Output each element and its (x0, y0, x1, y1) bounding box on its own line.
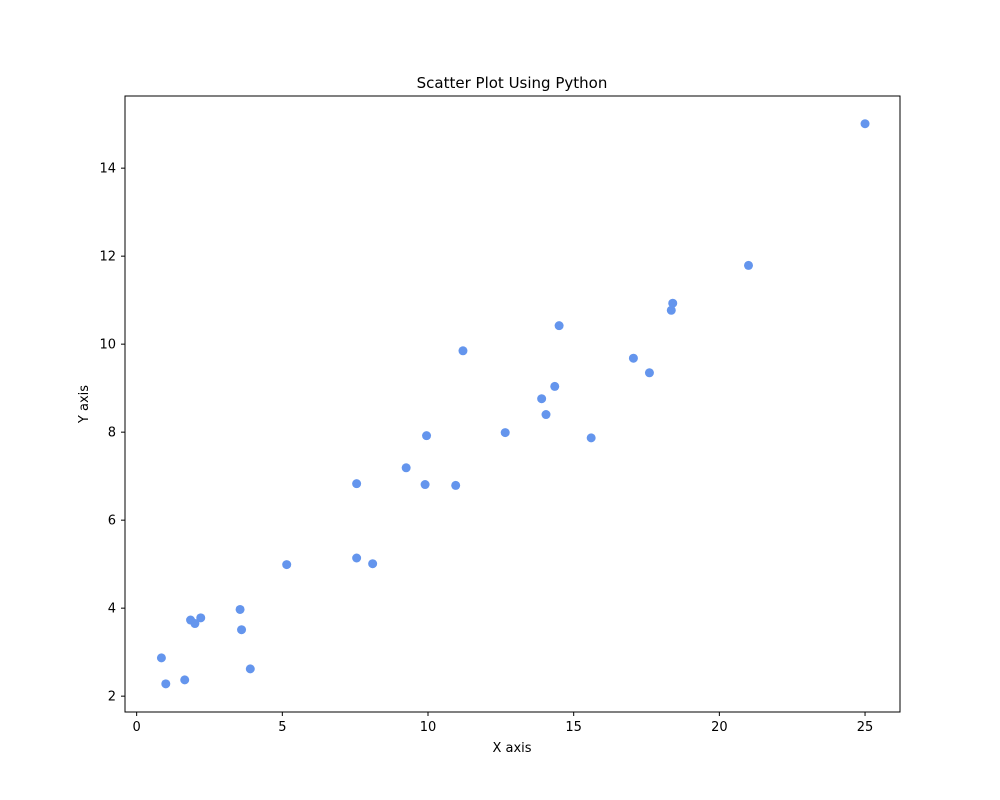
scatter-point-9 (282, 560, 292, 570)
scatter-point-22 (554, 321, 564, 331)
scatter-point-11 (352, 479, 362, 489)
scatter-point-2 (180, 675, 190, 685)
scatter-point-20 (541, 410, 551, 420)
x-tick-label: 5 (278, 720, 286, 735)
scatter-point-19 (537, 394, 547, 404)
scatter-point-1 (161, 679, 171, 689)
scatter-point-8 (245, 664, 255, 674)
y-tick-label: 8 (108, 426, 116, 441)
y-tick-label: 6 (108, 514, 116, 529)
points-layer (156, 119, 870, 689)
scatter-point-28 (744, 260, 753, 270)
scatter-point-21 (550, 381, 560, 391)
scatter-point-25 (644, 368, 654, 378)
y-tick-label: 14 (99, 162, 116, 177)
scatter-point-14 (420, 480, 430, 490)
scatter-point-16 (451, 480, 461, 490)
scatter-point-29 (860, 119, 870, 129)
y-tick-label: 12 (99, 250, 116, 265)
scatter-point-18 (500, 428, 510, 438)
x-axis-ticks: 0 5 10 15 20 25 (133, 712, 874, 735)
scatter-point-5 (196, 613, 206, 623)
x-tick-label: 20 (711, 720, 728, 735)
scatter-point-26 (666, 305, 676, 315)
x-tick-label: 0 (133, 720, 141, 735)
y-tick-label: 2 (108, 690, 116, 705)
chart-title: Scatter Plot Using Python (417, 74, 608, 92)
scatter-point-6 (235, 604, 245, 614)
y-tick-label: 10 (99, 338, 116, 353)
x-tick-label: 25 (857, 720, 874, 735)
scatter-point-24 (628, 353, 638, 363)
scatter-point-17 (458, 346, 468, 356)
y-axis-label: Y axis (77, 385, 92, 424)
scatter-point-4 (190, 619, 200, 629)
scatter-point-23 (586, 433, 596, 443)
scatter-point-13 (401, 463, 411, 473)
scatter-point-12 (368, 559, 378, 569)
scatter-point-10 (352, 553, 362, 563)
plot-frame (124, 95, 901, 713)
x-axis-label: X axis (492, 741, 531, 756)
y-tick-label: 4 (108, 602, 116, 617)
x-tick-label: 10 (420, 720, 437, 735)
y-axis-ticks: 2 4 6 8 10 12 14 (99, 162, 125, 705)
scatter-point-7 (237, 625, 247, 635)
x-tick-label: 15 (565, 720, 582, 735)
scatter-point-0 (156, 653, 166, 663)
scatter-point-15 (422, 431, 432, 441)
scatter-point-27 (668, 298, 678, 308)
